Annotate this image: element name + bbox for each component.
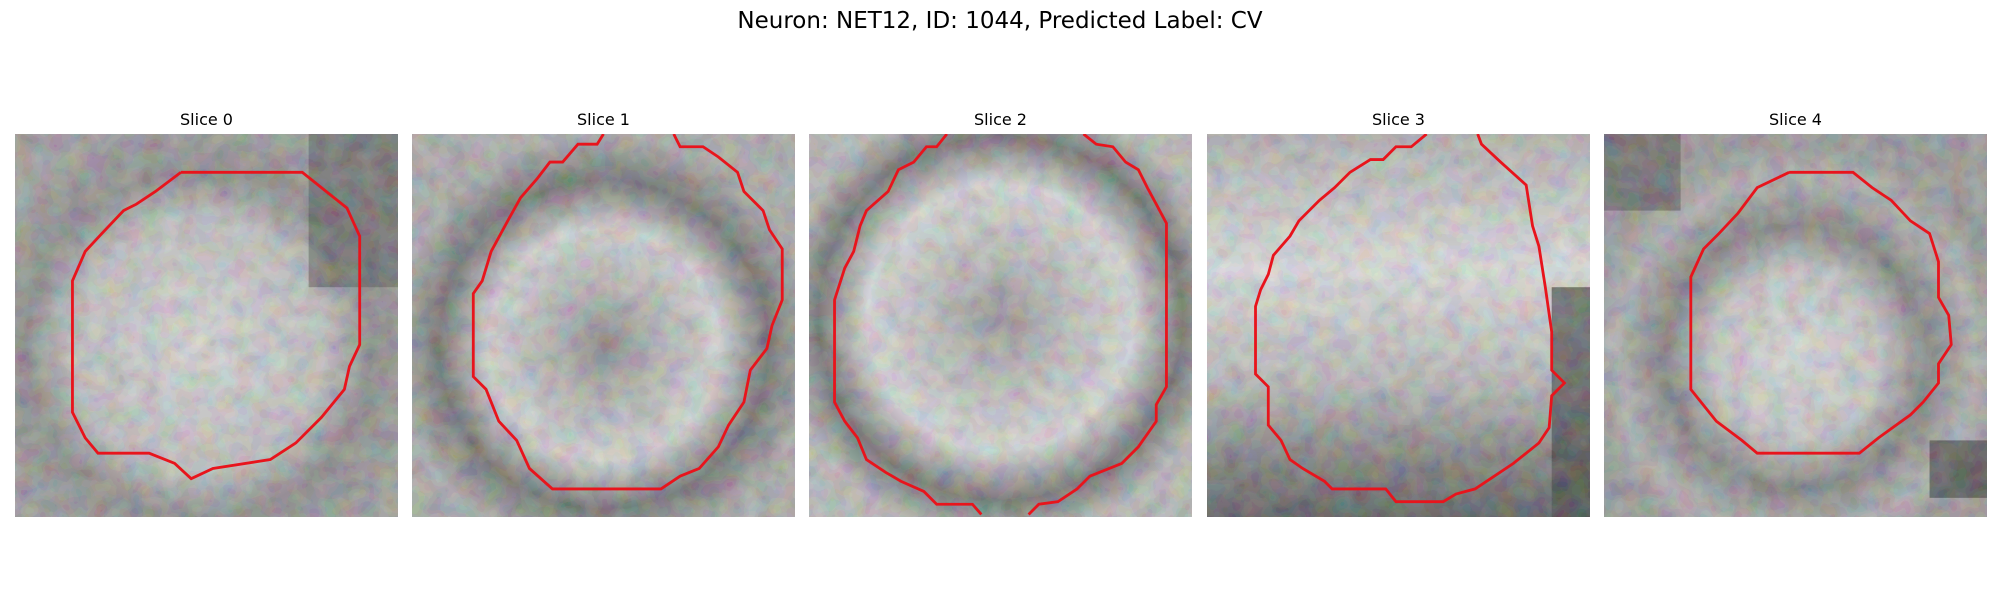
pixel-noise (1604, 134, 1987, 517)
slice-image-2 (809, 134, 1192, 517)
slice-title-2: Slice 2 (974, 110, 1027, 129)
neuron-contour-2 (833, 134, 983, 516)
slice-image-3 (1207, 134, 1590, 517)
slice-panel-4: Slice 4 (1604, 108, 1987, 517)
slice-panel-2: Slice 2 (809, 108, 1192, 517)
neuron-contour-0 (71, 170, 362, 481)
slice-panel-1: Slice 1 (412, 108, 795, 517)
slice-panel-0: Slice 0 (15, 108, 398, 517)
slice-title-1: Slice 1 (577, 110, 630, 129)
pixel-noise (412, 134, 795, 517)
slice-title-3: Slice 3 (1372, 110, 1425, 129)
slice-image-4 (1604, 134, 1987, 517)
pixel-noise (1207, 134, 1590, 517)
pixel-noise (809, 134, 1192, 517)
slice-image-0 (15, 134, 398, 517)
figure-title: Neuron: NET12, ID: 1044, Predicted Label… (737, 8, 1263, 34)
slice-title-0: Slice 0 (180, 110, 233, 129)
neuron-contour-3 (1254, 134, 1567, 504)
neuron-contour-2b (1027, 134, 1168, 516)
neuron-contour-4 (1689, 170, 1953, 455)
slice-title-4: Slice 4 (1769, 110, 1822, 129)
neuron-contour-1 (471, 134, 784, 491)
slice-image-1 (412, 134, 795, 517)
slice-panel-3: Slice 3 (1207, 108, 1590, 517)
